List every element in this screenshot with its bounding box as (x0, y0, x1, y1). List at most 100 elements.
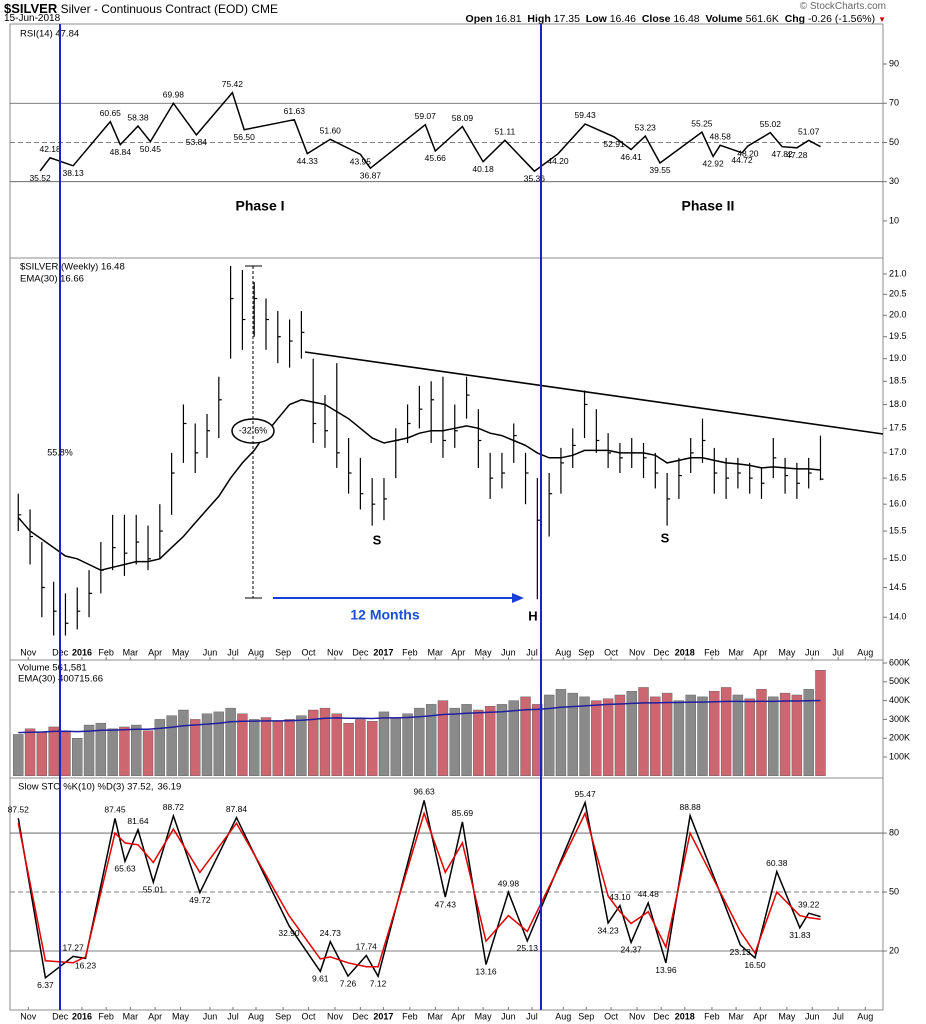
x-tick-label: Jun (203, 647, 218, 657)
y-tick-label: 19.0 (889, 353, 907, 363)
bar (95, 722, 107, 777)
y-tick-label: 10 (889, 215, 899, 225)
x-tick-label: Sep (578, 1011, 594, 1021)
bar (284, 719, 295, 777)
x-tick-label: Aug (857, 647, 873, 657)
bar (614, 694, 626, 777)
annotation: Phase I (235, 198, 284, 214)
bar (36, 732, 48, 777)
data-label: 13.16 (475, 967, 497, 977)
bar (414, 707, 425, 777)
data-label: 87.52 (8, 805, 30, 815)
bar (449, 707, 460, 777)
x-tick-label: Mar (728, 647, 744, 657)
title-line: $SILVER Silver - Continuous Contract (EO… (4, 1, 278, 16)
annotation: S (661, 530, 670, 545)
data-label: 81.64 (127, 816, 149, 826)
x-tick-label: May (172, 647, 190, 657)
data-label: 34.23 (597, 925, 619, 935)
x-tick-label: 2017 (373, 1011, 393, 1021)
y-tick-label: 70 (889, 98, 899, 108)
panels (9, 23, 884, 1011)
data-label: 49.72 (189, 895, 211, 905)
legend-entry: RSI(14) 47.84 (20, 29, 79, 40)
data-label: 7.12 (370, 979, 387, 989)
y-tick-label: 50 (889, 137, 899, 147)
x-tick-label: Feb (704, 1011, 720, 1021)
overlay: Phase I Phase II 55.8% -32.6% S S H 12 Months (47, 24, 884, 1010)
y-tick-label: 100K (889, 751, 910, 761)
bar (319, 707, 331, 777)
quote-label: High (527, 13, 551, 25)
bar (24, 728, 36, 777)
data-label: 35.52 (29, 173, 51, 183)
data-label: 55.25 (691, 118, 713, 128)
x-tick-label: 2016 (72, 1011, 92, 1021)
arrow-head (512, 593, 524, 603)
line (18, 699, 821, 734)
x-tick-label: Apr (753, 1011, 767, 1021)
bar (272, 721, 283, 777)
x-tick-label: Nov (327, 647, 344, 657)
bar (296, 715, 307, 777)
data-label: 24.37 (620, 945, 642, 955)
bar (791, 694, 803, 777)
x-tick-label: Feb (98, 1011, 114, 1021)
x-tick-label: Feb (402, 647, 418, 657)
data-label: 6.37 (37, 980, 54, 990)
data-label: 85.69 (452, 808, 474, 818)
line (17, 811, 821, 968)
x-tick-label: May (778, 1011, 796, 1021)
bar (461, 704, 472, 777)
x-tick-label: 2018 (675, 647, 695, 657)
data-label: 48.20 (737, 148, 759, 158)
x-tick-label: Aug (555, 1011, 571, 1021)
data-label: 48.84 (110, 147, 132, 157)
bar (602, 698, 614, 777)
data-label: 47.28 (786, 150, 808, 160)
x-tick-label: Nov (20, 1011, 37, 1021)
bar (543, 694, 555, 777)
bar (72, 738, 83, 777)
bar (756, 689, 767, 777)
y-tick-label: 14.5 (889, 582, 907, 592)
bar (166, 715, 177, 777)
x-tick-label: Dec (653, 1011, 670, 1021)
bar (803, 689, 814, 777)
data-label: 75.42 (222, 79, 244, 89)
bar (343, 722, 354, 777)
data-label: 65.63 (114, 864, 136, 874)
y-tick-label: 15.5 (889, 525, 907, 535)
data-label: 39.22 (798, 899, 820, 909)
x-tick-label: Apr (148, 1011, 162, 1021)
data-label: 23.13 (730, 947, 752, 957)
data-label: 25.13 (517, 943, 539, 953)
y-tick-label: 20.5 (889, 289, 907, 299)
line (17, 800, 821, 980)
bar (484, 706, 496, 777)
x-tick-label: Nov (629, 647, 646, 657)
data-label: 87.45 (104, 805, 126, 815)
quote-label: Low (585, 13, 607, 25)
y-tick-label: 90 (889, 58, 899, 68)
data-label: 51.60 (320, 126, 342, 136)
plot: 10 30 50 70 90 35.52 42.18 38.13 60.65 48.84 58.38… (8, 29, 910, 1022)
bar (661, 692, 673, 777)
data-label: 40.18 (472, 164, 494, 174)
bar (142, 730, 154, 777)
quote-label: Chg (784, 13, 806, 25)
x-tick-label: Oct (301, 647, 316, 657)
x-tick-label: Aug (555, 647, 571, 657)
annotation: -32.6% (239, 425, 268, 435)
x-tick-label: Sep (275, 1011, 291, 1021)
data-label: 61.63 (284, 106, 306, 116)
data-label: 16.50 (744, 960, 766, 970)
data-label: 39.55 (649, 165, 671, 175)
data-label: 38.13 (62, 168, 84, 178)
data-label: 42.18 (39, 144, 61, 154)
bar (355, 719, 366, 777)
bar (650, 696, 661, 777)
bar (508, 700, 519, 777)
x-tick-label: Mar (428, 1011, 444, 1021)
